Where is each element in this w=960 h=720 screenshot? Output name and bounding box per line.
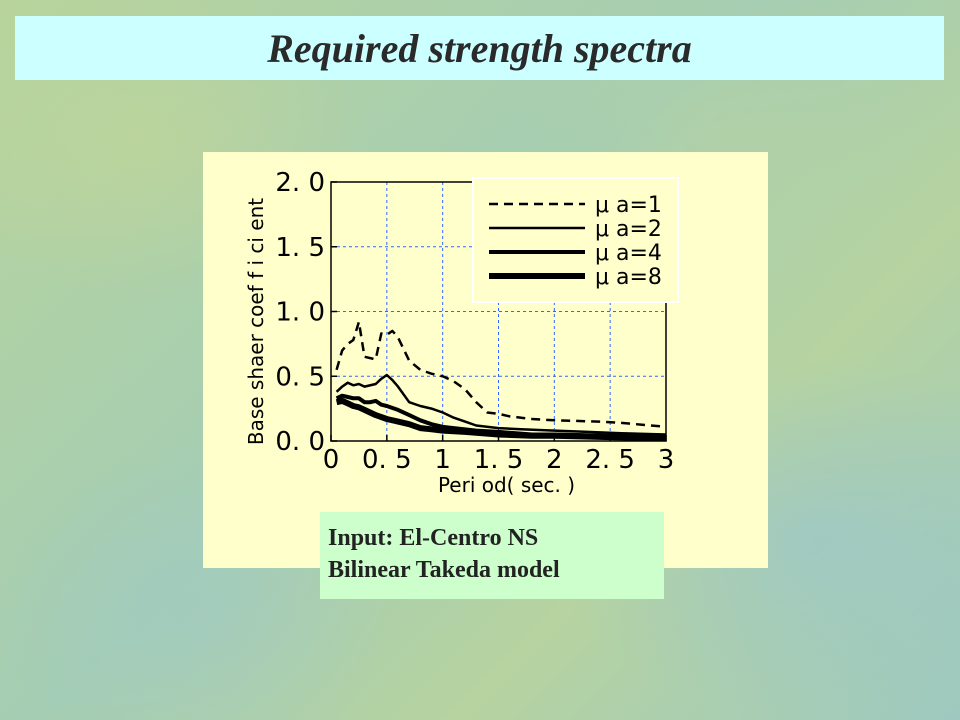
y-tick-label: 0. 5 xyxy=(275,362,325,392)
legend-box xyxy=(472,177,679,303)
legend: μ a=1μ a=2μ a=4μ a=8 xyxy=(472,177,679,303)
caption-box: Input: El-Centro NS Bilinear Takeda mode… xyxy=(320,512,664,599)
x-tick-label: 1 xyxy=(434,445,451,475)
spectra-chart: 0 0. 5 1 1. 5 2 2. 5 3 0. 0 0. 5 1. 0 1. 5 2. 0 Per… xyxy=(244,168,679,497)
legend-label: μ a=1 xyxy=(595,193,662,218)
legend-label: μ a=4 xyxy=(595,241,662,266)
tick-layer: 0 0. 5 1 1. 5 2 2. 5 3 0. 0 0. 5 1. 0 1. 5 2. 0 xyxy=(275,168,674,475)
x-tick-label: 1. 5 xyxy=(474,445,524,475)
legend-label: μ a=8 xyxy=(595,265,662,290)
series-layer xyxy=(335,320,666,441)
y-tick-label: 0. 0 xyxy=(275,427,325,457)
x-tick-label: 0. 5 xyxy=(362,445,412,475)
series-line-1 xyxy=(335,320,666,429)
series-line-2 xyxy=(335,373,666,436)
slide-title: Required strength spectra xyxy=(267,25,692,71)
x-axis-title: Peri od( sec. ) xyxy=(438,473,575,497)
y-tick-label: 2. 0 xyxy=(275,168,325,198)
y-axis-title: Base shaer coef f i ci ent xyxy=(244,198,268,445)
caption-line-input: Input: El-Centro NS xyxy=(328,525,539,551)
y-tick-label: 1. 0 xyxy=(275,298,325,328)
x-tick-label: 2 xyxy=(546,445,563,475)
series-line-4 xyxy=(335,397,666,441)
chart-panel: 0 0. 5 1 1. 5 2 2. 5 3 0. 0 0. 5 1. 0 1. 5 2. 0 Per… xyxy=(203,152,768,568)
x-tick-label: 0 xyxy=(323,445,340,475)
legend-label: μ a=2 xyxy=(595,217,662,242)
caption-line-model: Bilinear Takeda model xyxy=(328,557,560,583)
title-bar: Required strength spectra xyxy=(15,16,944,80)
x-tick-label: 2. 5 xyxy=(585,445,635,475)
y-tick-label: 1. 5 xyxy=(275,233,325,263)
x-tick-label: 3 xyxy=(658,445,675,475)
